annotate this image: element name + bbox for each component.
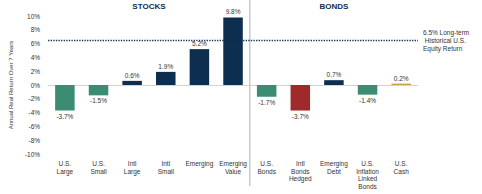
svg-text:4%: 4% — [31, 54, 41, 61]
svg-text:2%: 2% — [31, 68, 41, 75]
svg-text:Small: Small — [90, 168, 107, 175]
svg-text:8%: 8% — [31, 26, 41, 33]
svg-text:Intl: Intl — [296, 160, 305, 167]
svg-text:-3.7%: -3.7% — [56, 113, 73, 120]
svg-text:Bonds: Bonds — [291, 168, 310, 175]
svg-text:-1.4%: -1.4% — [359, 97, 376, 104]
svg-text:Annual Real Return Over 7 Year: Annual Real Return Over 7 Years — [8, 41, 14, 130]
svg-text:Intl: Intl — [128, 160, 137, 167]
svg-text:BONDS: BONDS — [319, 2, 349, 11]
svg-text:9.8%: 9.8% — [226, 8, 241, 15]
svg-text:-3.7%: -3.7% — [292, 113, 309, 120]
svg-text:Hedged: Hedged — [289, 175, 312, 183]
svg-text:0.2%: 0.2% — [394, 75, 409, 82]
svg-text:STOCKS: STOCKS — [132, 2, 166, 11]
svg-text:U.S.: U.S. — [395, 160, 408, 167]
svg-text:-8%: -8% — [29, 137, 41, 144]
svg-text:Emerging: Emerging — [320, 160, 348, 168]
svg-text:Bonds: Bonds — [257, 168, 276, 175]
svg-text:6.5% Long-term: 6.5% Long-term — [423, 29, 469, 37]
svg-text:-2%: -2% — [29, 95, 41, 102]
svg-text:Historical U.S.: Historical U.S. — [423, 37, 468, 44]
svg-text:5.2%: 5.2% — [192, 40, 207, 47]
svg-text:-4%: -4% — [29, 109, 41, 116]
svg-text:10%: 10% — [27, 13, 40, 20]
svg-text:Equity Return: Equity Return — [423, 45, 463, 53]
svg-text:6%: 6% — [31, 40, 41, 47]
svg-text:-6%: -6% — [29, 123, 41, 130]
svg-text:U.S.: U.S. — [260, 160, 273, 167]
svg-text:U.S.: U.S. — [59, 160, 72, 167]
svg-text:0.6%: 0.6% — [125, 72, 140, 79]
svg-text:0%: 0% — [31, 82, 41, 89]
svg-text:Intl: Intl — [161, 160, 170, 167]
svg-text:Debt: Debt — [327, 168, 341, 175]
svg-text:Cash: Cash — [394, 168, 410, 175]
svg-text:U.S.: U.S. — [361, 160, 374, 167]
svg-text:Large: Large — [57, 168, 74, 176]
svg-text:Bonds: Bonds — [358, 183, 377, 190]
svg-text:-1.5%: -1.5% — [90, 97, 107, 104]
svg-text:0.7%: 0.7% — [327, 71, 342, 78]
svg-text:Large: Large — [124, 168, 141, 176]
svg-text:1.9%: 1.9% — [158, 63, 173, 70]
svg-text:Emerging: Emerging — [185, 160, 213, 168]
svg-text:Value: Value — [225, 168, 242, 175]
svg-text:Emerging: Emerging — [219, 160, 247, 168]
svg-text:Inflation: Inflation — [356, 168, 379, 175]
svg-text:-10%: -10% — [25, 151, 40, 158]
svg-text:-1.7%: -1.7% — [258, 99, 275, 106]
svg-text:U.S.: U.S. — [92, 160, 105, 167]
svg-text:Small: Small — [158, 168, 175, 175]
svg-text:Linked: Linked — [358, 175, 378, 182]
